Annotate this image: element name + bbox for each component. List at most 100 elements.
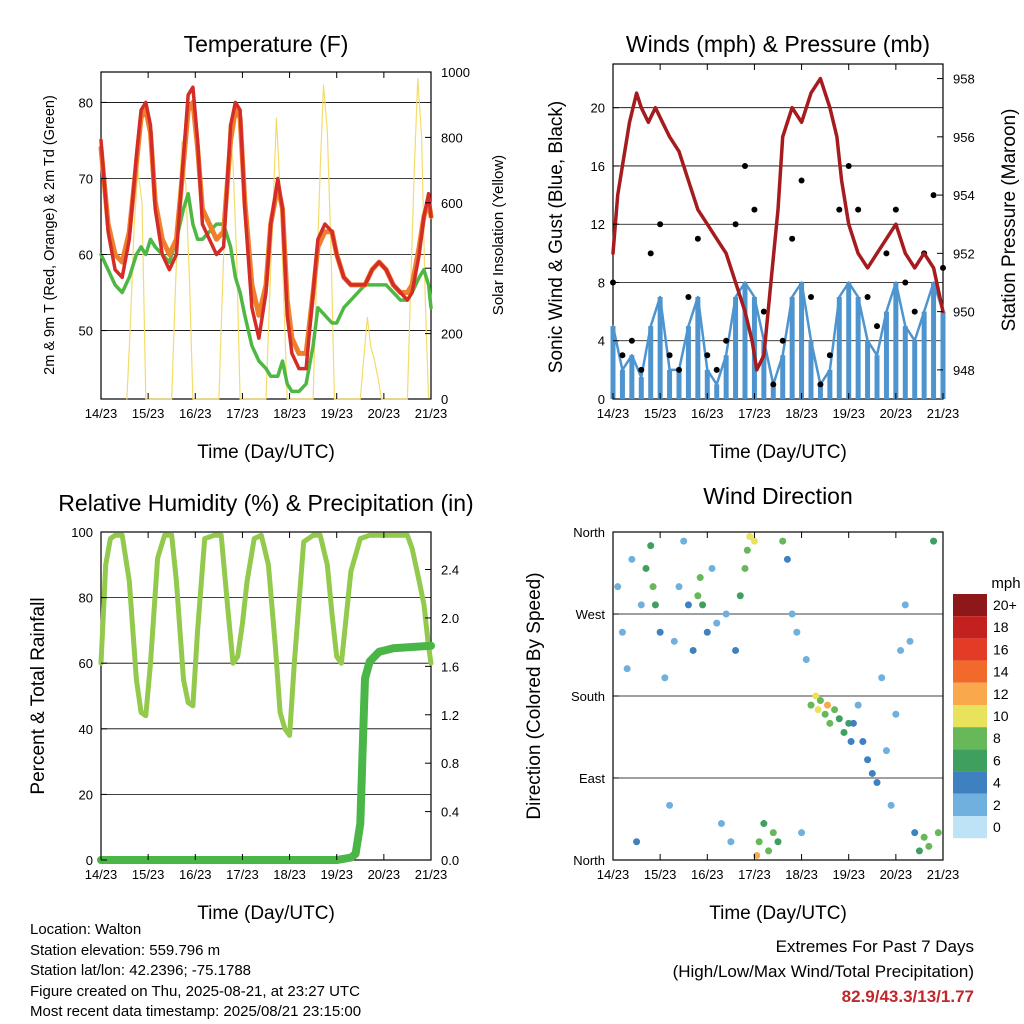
solar-insolation-line xyxy=(126,77,430,400)
direction-point xyxy=(906,637,914,645)
speed-legend-title: mph xyxy=(991,575,1020,592)
x-tick-label: 21/23 xyxy=(927,867,960,882)
y-tick-label: 1.6 xyxy=(441,659,459,674)
y-tick-label: 0.4 xyxy=(441,805,459,820)
direction-left-axis-label: Direction (Colored By Speed) xyxy=(524,572,545,819)
direction-point xyxy=(642,564,650,572)
x-tick-label: 16/23 xyxy=(691,406,724,421)
gust-point xyxy=(770,381,777,388)
y-tick-label: 60 xyxy=(79,656,93,671)
extremes-values: 82.9/43.3/13/1.77 xyxy=(841,987,974,1006)
y-tick-label: 0.8 xyxy=(441,756,459,771)
x-tick-label: 15/23 xyxy=(132,867,165,882)
y-tick-label: 60 xyxy=(79,248,93,263)
y-tick-label: South xyxy=(571,689,605,704)
gust-point xyxy=(902,279,909,286)
gust-point xyxy=(751,206,758,213)
recent-timestamp: Most recent data timestamp: 2025/08/21 2… xyxy=(30,1003,362,1020)
gust-point xyxy=(638,366,645,373)
x-tick-label: 19/23 xyxy=(320,406,353,421)
legend-swatch xyxy=(953,749,987,772)
legend-label: 16 xyxy=(993,641,1009,657)
rh-line xyxy=(98,532,434,738)
y-tick-label: 948 xyxy=(953,363,975,378)
legend-swatch xyxy=(953,771,987,794)
rh-right-ticks: 0.0 0.4 0.8 1.2 1.6 2.0 2.4 xyxy=(425,563,459,868)
gust-point xyxy=(723,337,730,344)
x-tick-label: 17/23 xyxy=(226,406,259,421)
gust-point xyxy=(685,294,692,301)
direction-point xyxy=(755,838,763,846)
wind-right-ticks: 948 950 952 954 956 958 xyxy=(937,72,975,378)
direction-point xyxy=(649,583,657,591)
direction-point xyxy=(647,542,655,550)
gust-point xyxy=(864,294,871,301)
gust-point xyxy=(789,235,796,242)
wind-x-axis-label: Time (Day/UTC) xyxy=(709,442,847,463)
temperature-series xyxy=(98,77,434,400)
wind-series xyxy=(610,76,946,399)
x-tick-label: 15/23 xyxy=(644,867,677,882)
direction-point xyxy=(882,747,890,755)
direction-point xyxy=(897,646,905,654)
direction-point xyxy=(878,674,886,682)
station-location: Location: Walton xyxy=(30,921,142,938)
direction-left-ticks: North East South West North xyxy=(571,525,619,868)
legend-label: 20+ xyxy=(993,597,1017,613)
direction-point xyxy=(623,665,631,673)
direction-point xyxy=(824,701,831,709)
direction-point xyxy=(840,728,848,736)
extremes-box: Extremes For Past 7 Days (High/Low/Max W… xyxy=(673,934,974,1009)
x-tick-label: 20/23 xyxy=(368,867,401,882)
direction-point xyxy=(783,555,791,563)
legend-swatch xyxy=(953,816,987,839)
y-tick-label: West xyxy=(576,607,606,622)
y-tick-label: 950 xyxy=(953,305,975,320)
gust-point xyxy=(874,323,880,330)
x-tick-label: 18/23 xyxy=(273,406,306,421)
pressure-line xyxy=(611,76,945,372)
direction-point xyxy=(614,583,622,591)
direction-point xyxy=(807,701,815,709)
direction-gridlines xyxy=(613,531,943,861)
y-tick-label: 956 xyxy=(953,130,975,145)
direction-point xyxy=(651,601,659,609)
direction-point xyxy=(661,674,669,682)
direction-point xyxy=(859,738,867,746)
legend-swatch xyxy=(953,705,987,728)
x-tick-label: 15/23 xyxy=(132,406,165,421)
x-tick-label: 19/23 xyxy=(832,867,865,882)
direction-point xyxy=(732,646,740,654)
direction-point xyxy=(868,769,876,777)
x-tick-label: 21/23 xyxy=(927,406,960,421)
temperature-right-axis-label: Solar Insolation (Yellow) xyxy=(490,155,507,315)
direction-point xyxy=(713,619,721,627)
legend-swatch xyxy=(953,638,987,661)
gust-point xyxy=(742,162,748,169)
legend-label: 18 xyxy=(993,619,1009,635)
direction-point xyxy=(675,583,683,591)
temperature-left-ticks: 50 60 70 80 xyxy=(79,95,107,339)
y-tick-label: East xyxy=(579,771,605,786)
x-tick-label: 14/23 xyxy=(85,867,118,882)
rh-left-axis-label: Percent & Total Rainfall xyxy=(28,597,49,794)
direction-point xyxy=(930,537,938,545)
y-tick-label: 600 xyxy=(441,196,463,211)
direction-point xyxy=(793,628,801,636)
y-tick-label: 1000 xyxy=(441,65,470,80)
y-tick-label: 958 xyxy=(953,72,975,87)
direction-point xyxy=(753,851,761,859)
direction-point xyxy=(680,537,688,545)
direction-point xyxy=(835,715,843,723)
direction-point xyxy=(743,546,751,554)
direction-point xyxy=(699,601,707,609)
y-tick-label: 80 xyxy=(79,95,93,110)
legend-label: 6 xyxy=(993,752,1001,768)
x-tick-label: 17/23 xyxy=(738,406,771,421)
direction-point xyxy=(774,838,782,846)
gust-point xyxy=(619,352,626,359)
y-tick-label: 80 xyxy=(79,591,93,606)
y-tick-label: 12 xyxy=(591,217,605,232)
direction-point xyxy=(666,801,674,809)
y-tick-label: 952 xyxy=(953,246,975,261)
